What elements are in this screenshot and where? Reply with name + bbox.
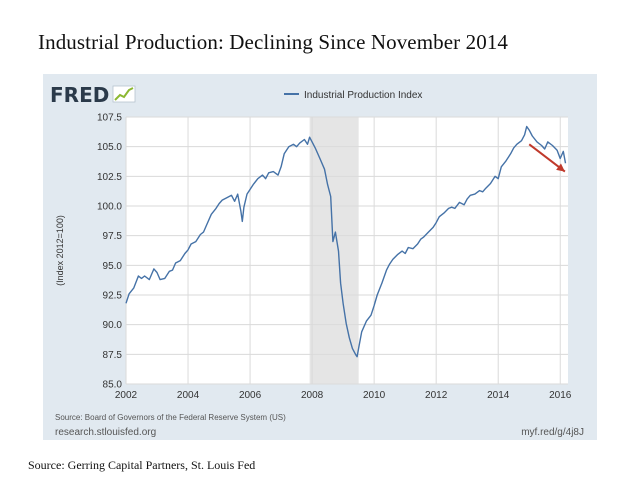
- fred-logo-text: FRED: [50, 83, 109, 107]
- y-tick-label: 87.5: [103, 350, 123, 361]
- fred-source-note: Source: Board of Governors of the Federa…: [55, 413, 286, 422]
- x-tick-label: 2002: [115, 390, 138, 401]
- legend-label: Industrial Production Index: [304, 90, 422, 101]
- x-tick-label: 2016: [549, 390, 572, 401]
- y-tick-label: 107.5: [97, 113, 122, 124]
- page-title: Industrial Production: Declining Since N…: [38, 30, 509, 54]
- fred-chart-panel: FRED Industrial Production Index 85.0 87.…: [43, 74, 597, 440]
- y-tick-label: 100.0: [97, 202, 122, 213]
- fred-site-link[interactable]: research.stlouisfed.org: [55, 427, 156, 438]
- x-tick-label: 2008: [301, 390, 324, 401]
- y-tick-label: 105.0: [97, 142, 122, 153]
- decline-arrow-head: [556, 163, 565, 172]
- fred-graph-icon: [112, 85, 136, 103]
- y-axis-ticks: 85.0 87.5 90.0 92.5 95.0 97.5 100.0 102.5 105.0 1…: [97, 113, 122, 391]
- y-tick-label: 102.5: [97, 172, 122, 183]
- y-tick-label: 85.0: [103, 380, 123, 391]
- y-tick-label: 90.0: [103, 320, 123, 331]
- series-layer: [125, 125, 567, 358]
- x-tick-label: 2006: [239, 390, 262, 401]
- fred-short-url[interactable]: myf.red/g/4j8J: [521, 427, 584, 438]
- y-axis-label: (Index 2012=100): [55, 215, 65, 286]
- annotation-layer: [528, 143, 566, 173]
- x-axis-ticks: 2002 2004 2006 2008 2010 2012 2014 2016: [115, 390, 572, 401]
- y-tick-label: 97.5: [103, 231, 123, 242]
- plot-area: 85.0 87.5 90.0 92.5 95.0 97.5 100.0 102.5 105.0 1…: [97, 113, 572, 402]
- series-line: [125, 125, 567, 358]
- x-tick-label: 2010: [363, 390, 386, 401]
- legend: Industrial Production Index: [284, 90, 422, 101]
- y-tick-label: 95.0: [103, 261, 123, 272]
- fred-chart: FRED Industrial Production Index 85.0 87.…: [50, 83, 584, 438]
- x-tick-label: 2014: [487, 390, 510, 401]
- x-tick-label: 2012: [425, 390, 448, 401]
- x-tick-label: 2004: [177, 390, 200, 401]
- y-tick-label: 92.5: [103, 291, 123, 302]
- page-source-note: Source: Gerring Capital Partners, St. Lo…: [28, 458, 256, 472]
- fred-logo[interactable]: FRED: [50, 83, 136, 107]
